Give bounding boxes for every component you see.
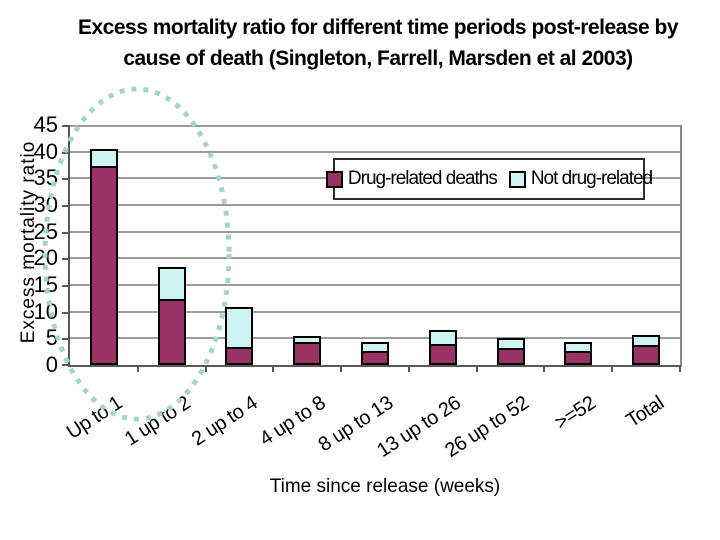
y-tick-label-15: 15 — [33, 272, 58, 297]
gridline-10 — [70, 311, 680, 313]
x-tick-mark — [543, 365, 545, 372]
x-tick-label->=52: >=52 — [551, 392, 600, 435]
x-tick-mark — [272, 365, 274, 372]
y-tick-mark — [62, 285, 70, 287]
bar-segment-drug-related — [499, 348, 523, 363]
x-tick-mark — [340, 365, 342, 372]
x-tick-label-1 up to 2: 1 up to 2 — [120, 392, 194, 451]
gridline-40 — [70, 151, 680, 153]
y-tick-mark — [62, 125, 70, 127]
gridline-15 — [70, 284, 680, 286]
x-tick-mark — [408, 365, 410, 372]
y-tick-mark — [62, 338, 70, 340]
gridline-5 — [70, 337, 680, 339]
gridline-45 — [70, 125, 680, 127]
chart-title: Excess mortality ratio for different tim… — [30, 12, 716, 74]
x-tick-mark — [476, 365, 478, 372]
stacked-bar->=52 — [564, 342, 592, 365]
bar-segment-drug-related — [295, 342, 319, 363]
x-tick-label-2 up to 4: 2 up to 4 — [187, 392, 261, 451]
stacked-bar-8 up to 13 — [361, 342, 389, 365]
chart-title-line1: Excess mortality ratio for different tim… — [77, 16, 679, 39]
bar-segment-drug-related — [566, 351, 590, 363]
y-tick-mark — [62, 178, 70, 180]
stacked-bar-26 up to 52 — [497, 338, 525, 365]
y-tick-mark — [62, 232, 70, 234]
y-tick-label-40: 40 — [33, 139, 58, 164]
legend-entry-not-drug-related: Not drug-related — [508, 168, 653, 190]
y-tick-label-20: 20 — [33, 245, 58, 270]
stacked-bar-4 up to 8 — [293, 336, 321, 365]
x-tick-mark — [679, 365, 681, 372]
y-tick-label-30: 30 — [33, 192, 58, 217]
y-tick-label-25: 25 — [33, 219, 58, 244]
stacked-bar-Total — [632, 335, 660, 365]
stacked-bar-13 up to 26 — [429, 330, 457, 365]
y-tick-mark — [62, 152, 70, 154]
legend: Drug-related deaths Not drug-related — [325, 158, 653, 200]
legend-swatch-drug-related — [325, 170, 343, 188]
x-tick-label-Total: Total — [622, 392, 668, 433]
legend-swatch-not-drug-related — [508, 170, 526, 188]
x-tick-label-Up to 1: Up to 1 — [62, 392, 126, 444]
y-tick-label-10: 10 — [33, 299, 58, 324]
stacked-bar-Up to 1 — [90, 149, 118, 365]
legend-label-drug-related: Drug-related deaths — [347, 168, 498, 189]
y-tick-mark — [62, 312, 70, 314]
y-tick-label-5: 5 — [45, 325, 58, 350]
legend-entry-drug-related: Drug-related deaths — [325, 168, 498, 190]
bar-segment-drug-related — [92, 166, 116, 363]
x-axis-title: Time since release (weeks) — [269, 476, 501, 497]
y-tick-mark — [62, 364, 70, 366]
y-tick-label-45: 45 — [33, 112, 58, 137]
x-tick-mark — [205, 365, 207, 372]
x-tick-mark — [137, 365, 139, 372]
bar-segment-drug-related — [160, 299, 184, 363]
gridline-30 — [70, 204, 680, 206]
bar-segment-drug-related — [363, 351, 387, 363]
bar-segment-drug-related — [227, 347, 251, 363]
gridline-25 — [70, 231, 680, 233]
legend-label-not-drug-related: Not drug-related — [530, 168, 653, 189]
gridline-20 — [70, 257, 680, 259]
stacked-bar-1 up to 2 — [158, 267, 186, 365]
y-tick-mark — [62, 205, 70, 207]
x-tick-mark — [611, 365, 613, 372]
y-tick-label-0: 0 — [45, 352, 58, 377]
chart-title-line2: cause of death (Singleton, Farrell, Mars… — [123, 47, 633, 70]
bar-segment-drug-related — [634, 345, 658, 363]
y-tick-label-35: 35 — [33, 165, 58, 190]
y-tick-mark — [62, 258, 70, 260]
stacked-bar-2 up to 4 — [225, 307, 253, 365]
bar-segment-drug-related — [431, 344, 455, 363]
